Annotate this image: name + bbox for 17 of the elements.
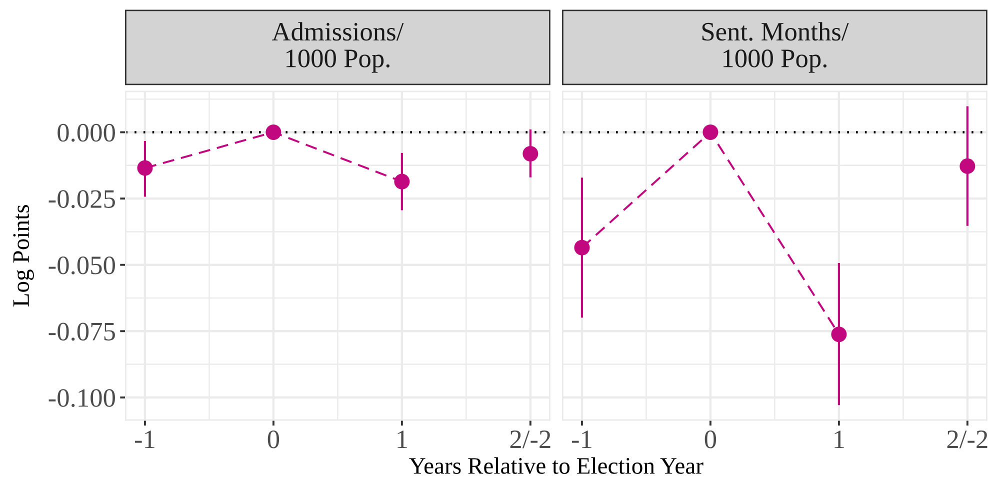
x-tick-label: 0 [704,430,716,448]
y-tick-label: -0.100 [48,389,115,407]
y-axis-title: Log Points [13,205,34,307]
y-tick-label: -0.025 [48,190,115,208]
x-tick-label: 0 [268,430,280,448]
x-tick-label: 2/-2 [510,430,550,448]
y-tick-label: -0.075 [48,322,115,341]
x-tick-label: 2/-2 [947,430,988,448]
x-tick-label: -1 [134,430,154,448]
x-tick-label: 1 [834,430,844,448]
x-tick-label: 1 [398,430,407,448]
chart-title: Admissions/ 1000 Pop. [272,22,404,73]
y-tick-label: -0.050 [48,256,115,274]
y-tick-label: 0.000 [58,124,115,142]
chart-title: Sent. Months/ 1000 Pop. [702,22,849,73]
x-tick-label: -1 [572,430,592,448]
x-axis-title: Years Relative to Election Year [409,457,704,474]
